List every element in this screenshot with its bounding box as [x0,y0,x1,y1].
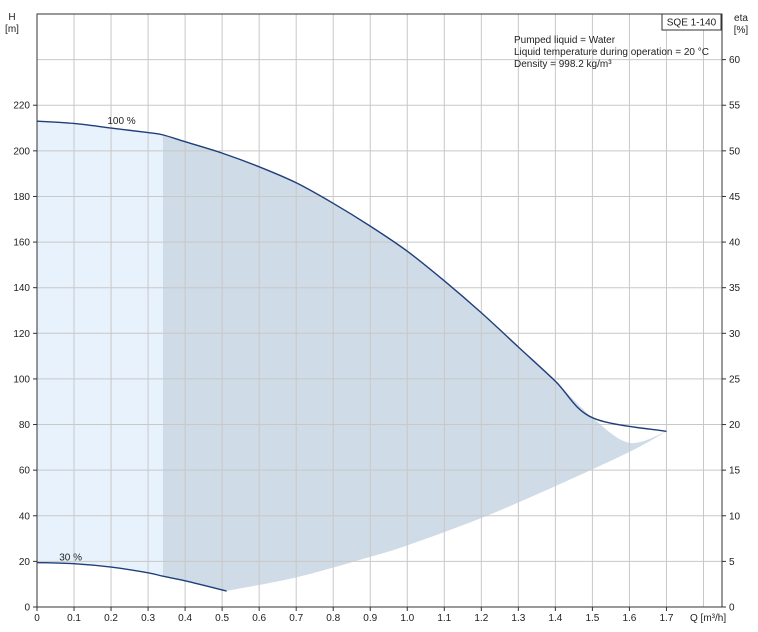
y-right-tick-label: 30 [729,329,741,340]
plot-frame [36,13,723,608]
x-tick-label: 1.3 [511,613,525,624]
x-tick-label: 1.6 [622,613,636,624]
y-tick-label: 160 [13,238,30,249]
x-tick-label: 1.2 [474,613,488,624]
x-tick-label: 1.7 [660,613,674,624]
y-axis-label-unit: [m] [5,24,19,35]
y-right-axis-label-eta: eta [734,13,748,24]
series-label-30-percent: 30 % [59,553,82,564]
labels: 0 0.1 0.2 0.3 0.4 0.5 0.6 0.7 0.8 0.9 1.0 1.1 1.2 1.3… [5,12,748,624]
info-line: Liquid temperature during operation = 20… [514,47,709,58]
shaded-areas [37,121,667,592]
info-line: Density = 998.2 kg/m³ [514,59,612,70]
model-label-box [661,13,722,31]
x-tick-label: 0 [34,613,40,624]
y-tick-label: 120 [13,329,30,340]
x-tick-label: 0.9 [363,613,377,624]
y-tick-label: 100 [13,374,30,385]
y-right-tick-label: 40 [729,238,741,249]
x-axis-label: Q [m³/h] [690,613,726,624]
y-right-tick-label: 60 [729,55,741,66]
x-tick-label: 1.5 [585,613,599,624]
series-label-100-percent: 100 % [107,116,135,127]
model-label: SQE 1-140 [667,18,717,29]
x-tick-label: 0.1 [67,613,81,624]
y-right-tick-label: 25 [729,374,741,385]
y-tick-label: 200 [13,146,30,157]
x-tick-label: 1.0 [400,613,414,624]
y-tick-label: 80 [19,420,31,431]
y-right-tick-label: 0 [729,603,735,614]
y-tick-label: 20 [19,557,31,568]
axes [33,13,726,611]
y-right-tick-label: 10 [729,511,741,522]
y-right-tick-label: 15 [729,466,741,477]
y-right-tick-label: 5 [729,557,735,568]
y-right-tick-label: 55 [729,101,741,112]
grid-lines [37,13,722,607]
x-tick-label: 0.6 [252,613,266,624]
x-tick-label: 0.2 [104,613,118,624]
y-tick-label: 60 [19,466,31,477]
y-right-tick-label: 50 [729,146,741,157]
x-tick-label: 0.8 [326,613,340,624]
info-line: Pumped liquid = Water [514,35,616,46]
y-axis-label-h: H [8,12,15,23]
extended-operating-area [37,121,163,577]
x-tick-label: 0.7 [289,613,303,624]
x-tick-label: 1.4 [548,613,562,624]
y-tick-label: 180 [13,192,30,203]
y-tick-label: 0 [24,603,30,614]
y-tick-label: 140 [13,283,30,294]
y-tick-label: 40 [19,511,31,522]
y-right-axis-label-unit: [%] [734,25,749,36]
y-tick-label: 220 [13,101,30,112]
y-right-tick-label: 45 [729,192,741,203]
y-right-tick-label: 20 [729,420,741,431]
x-tick-label: 1.1 [437,613,451,624]
curves [36,120,667,592]
y-right-tick-label: 35 [729,283,741,294]
curve-100-percent [36,120,667,433]
operating-area [162,134,667,592]
x-tick-label: 0.4 [178,613,192,624]
curve-30-percent [36,561,228,592]
x-tick-label: 0.3 [141,613,155,624]
x-tick-label: 0.5 [215,613,229,624]
